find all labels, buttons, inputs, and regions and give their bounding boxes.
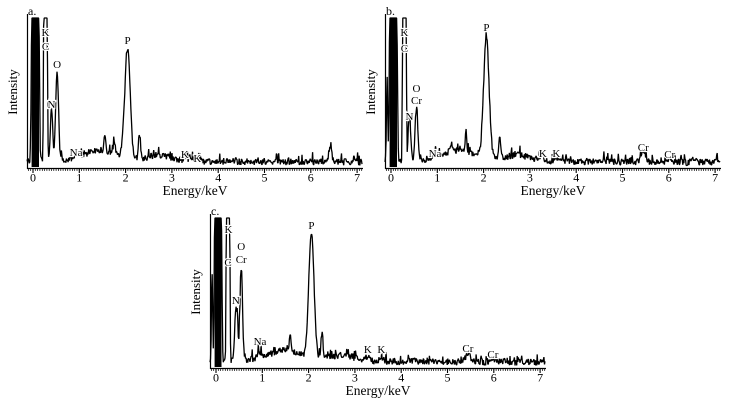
zero-peak-band-c (214, 218, 222, 367)
spectrum-panel-b: b. Intensity 0 1 2 3 4 5 6 7 K C O Cr N Na P K K Cr Cr Ene… (358, 0, 741, 200)
y-axis-label-a: Intensity (5, 69, 20, 115)
x-tick-label-b: 4 (573, 171, 579, 185)
x-tick-label-b: 7 (712, 171, 718, 185)
element-label-N-b: N (406, 111, 414, 123)
x-tick-label-c: 1 (259, 371, 265, 385)
element-label-C-a: C (42, 41, 49, 53)
element-label-Cr-c: Cr (236, 254, 247, 266)
x-tick-label-a: 0 (30, 171, 36, 185)
element-label-Cr-c: Cr (462, 343, 473, 355)
x-tick-label-b: 1 (434, 171, 440, 185)
element-label-Cr-b: Cr (638, 142, 649, 154)
spectrum-path-c (209, 217, 546, 366)
element-label-K-b: K (539, 148, 547, 160)
x-tick-label-a: 7 (354, 171, 360, 185)
element-label-Na-a: Na (70, 147, 83, 159)
x-tick-label-a: 3 (169, 171, 175, 185)
element-label-Cr-b: Cr (664, 149, 675, 161)
x-tick-label-a: 2 (123, 171, 129, 185)
element-label-K-b: K (552, 148, 560, 160)
x-tick-label-a: 5 (262, 171, 268, 185)
spectrum-panel-a: a. Intensity 0 1 2 3 4 5 6 7 K C O N Na P K K Energy/ke… (0, 0, 371, 200)
element-label-O-b: O (413, 83, 421, 95)
spectrum-path-a (26, 17, 363, 166)
element-label-K-c: K (377, 344, 385, 356)
x-tick-label-a: 1 (76, 171, 82, 185)
spectrum-path-b (384, 17, 721, 167)
element-label-K-c: K (364, 344, 372, 356)
spectrum-panel-c: c. Intensity 0 1 2 3 4 5 6 7 K C O Cr N Na P K K Cr Cr Ene… (183, 200, 565, 401)
element-label-K-a: K (193, 153, 201, 165)
x-axis-label-b: Energy/keV (520, 183, 586, 198)
element-label-K-a: K (181, 149, 189, 161)
y-axis-label-b: Intensity (363, 69, 378, 115)
y-axis-label-c: Intensity (188, 269, 203, 315)
x-tick-label-a: 6 (308, 171, 314, 185)
element-label-K-c: K (225, 224, 233, 236)
element-label-N-c: N (232, 295, 240, 307)
x-tick-label-b: 0 (388, 171, 394, 185)
element-label-C-c: C (224, 257, 231, 269)
zero-peak-band-b (389, 18, 397, 167)
element-label-P-c: P (308, 220, 314, 232)
x-tick-label-c: 0 (213, 371, 219, 385)
x-tick-label-c: 7 (537, 371, 543, 385)
x-tick-label-c: 3 (352, 371, 358, 385)
x-tick-label-c: 5 (445, 371, 451, 385)
zero-peak-band-a (31, 18, 39, 167)
element-label-O-a: O (53, 59, 61, 71)
element-label-O-c: O (237, 241, 245, 253)
panel-a-tag: a. (28, 4, 37, 18)
element-label-Na-b: Na (429, 148, 442, 160)
element-label-P-a: P (124, 35, 130, 47)
panel-c-tag: c. (211, 204, 220, 218)
x-axis-label-c: Energy/keV (345, 383, 411, 398)
x-tick-label-c: 2 (306, 371, 312, 385)
element-label-Cr-b: Cr (411, 95, 422, 107)
x-tick-label-b: 6 (666, 171, 672, 185)
element-label-C-b: C (401, 43, 408, 55)
x-axis-label-a: Energy/keV (162, 183, 228, 198)
x-tick-label-c: 6 (491, 371, 497, 385)
element-label-Cr-c: Cr (487, 349, 498, 361)
panel-b-tag: b. (386, 4, 395, 18)
element-label-P-b: P (483, 22, 489, 34)
element-label-Na-c: Na (254, 336, 267, 348)
element-label-N-a: N (48, 99, 56, 111)
element-label-K-b: K (400, 27, 408, 39)
x-tick-label-c: 4 (398, 371, 404, 385)
x-tick-label-b: 5 (620, 171, 626, 185)
x-tick-label-b: 3 (527, 171, 533, 185)
x-tick-label-b: 2 (481, 171, 487, 185)
element-label-K-a: K (42, 27, 50, 39)
x-tick-label-a: 4 (215, 171, 221, 185)
